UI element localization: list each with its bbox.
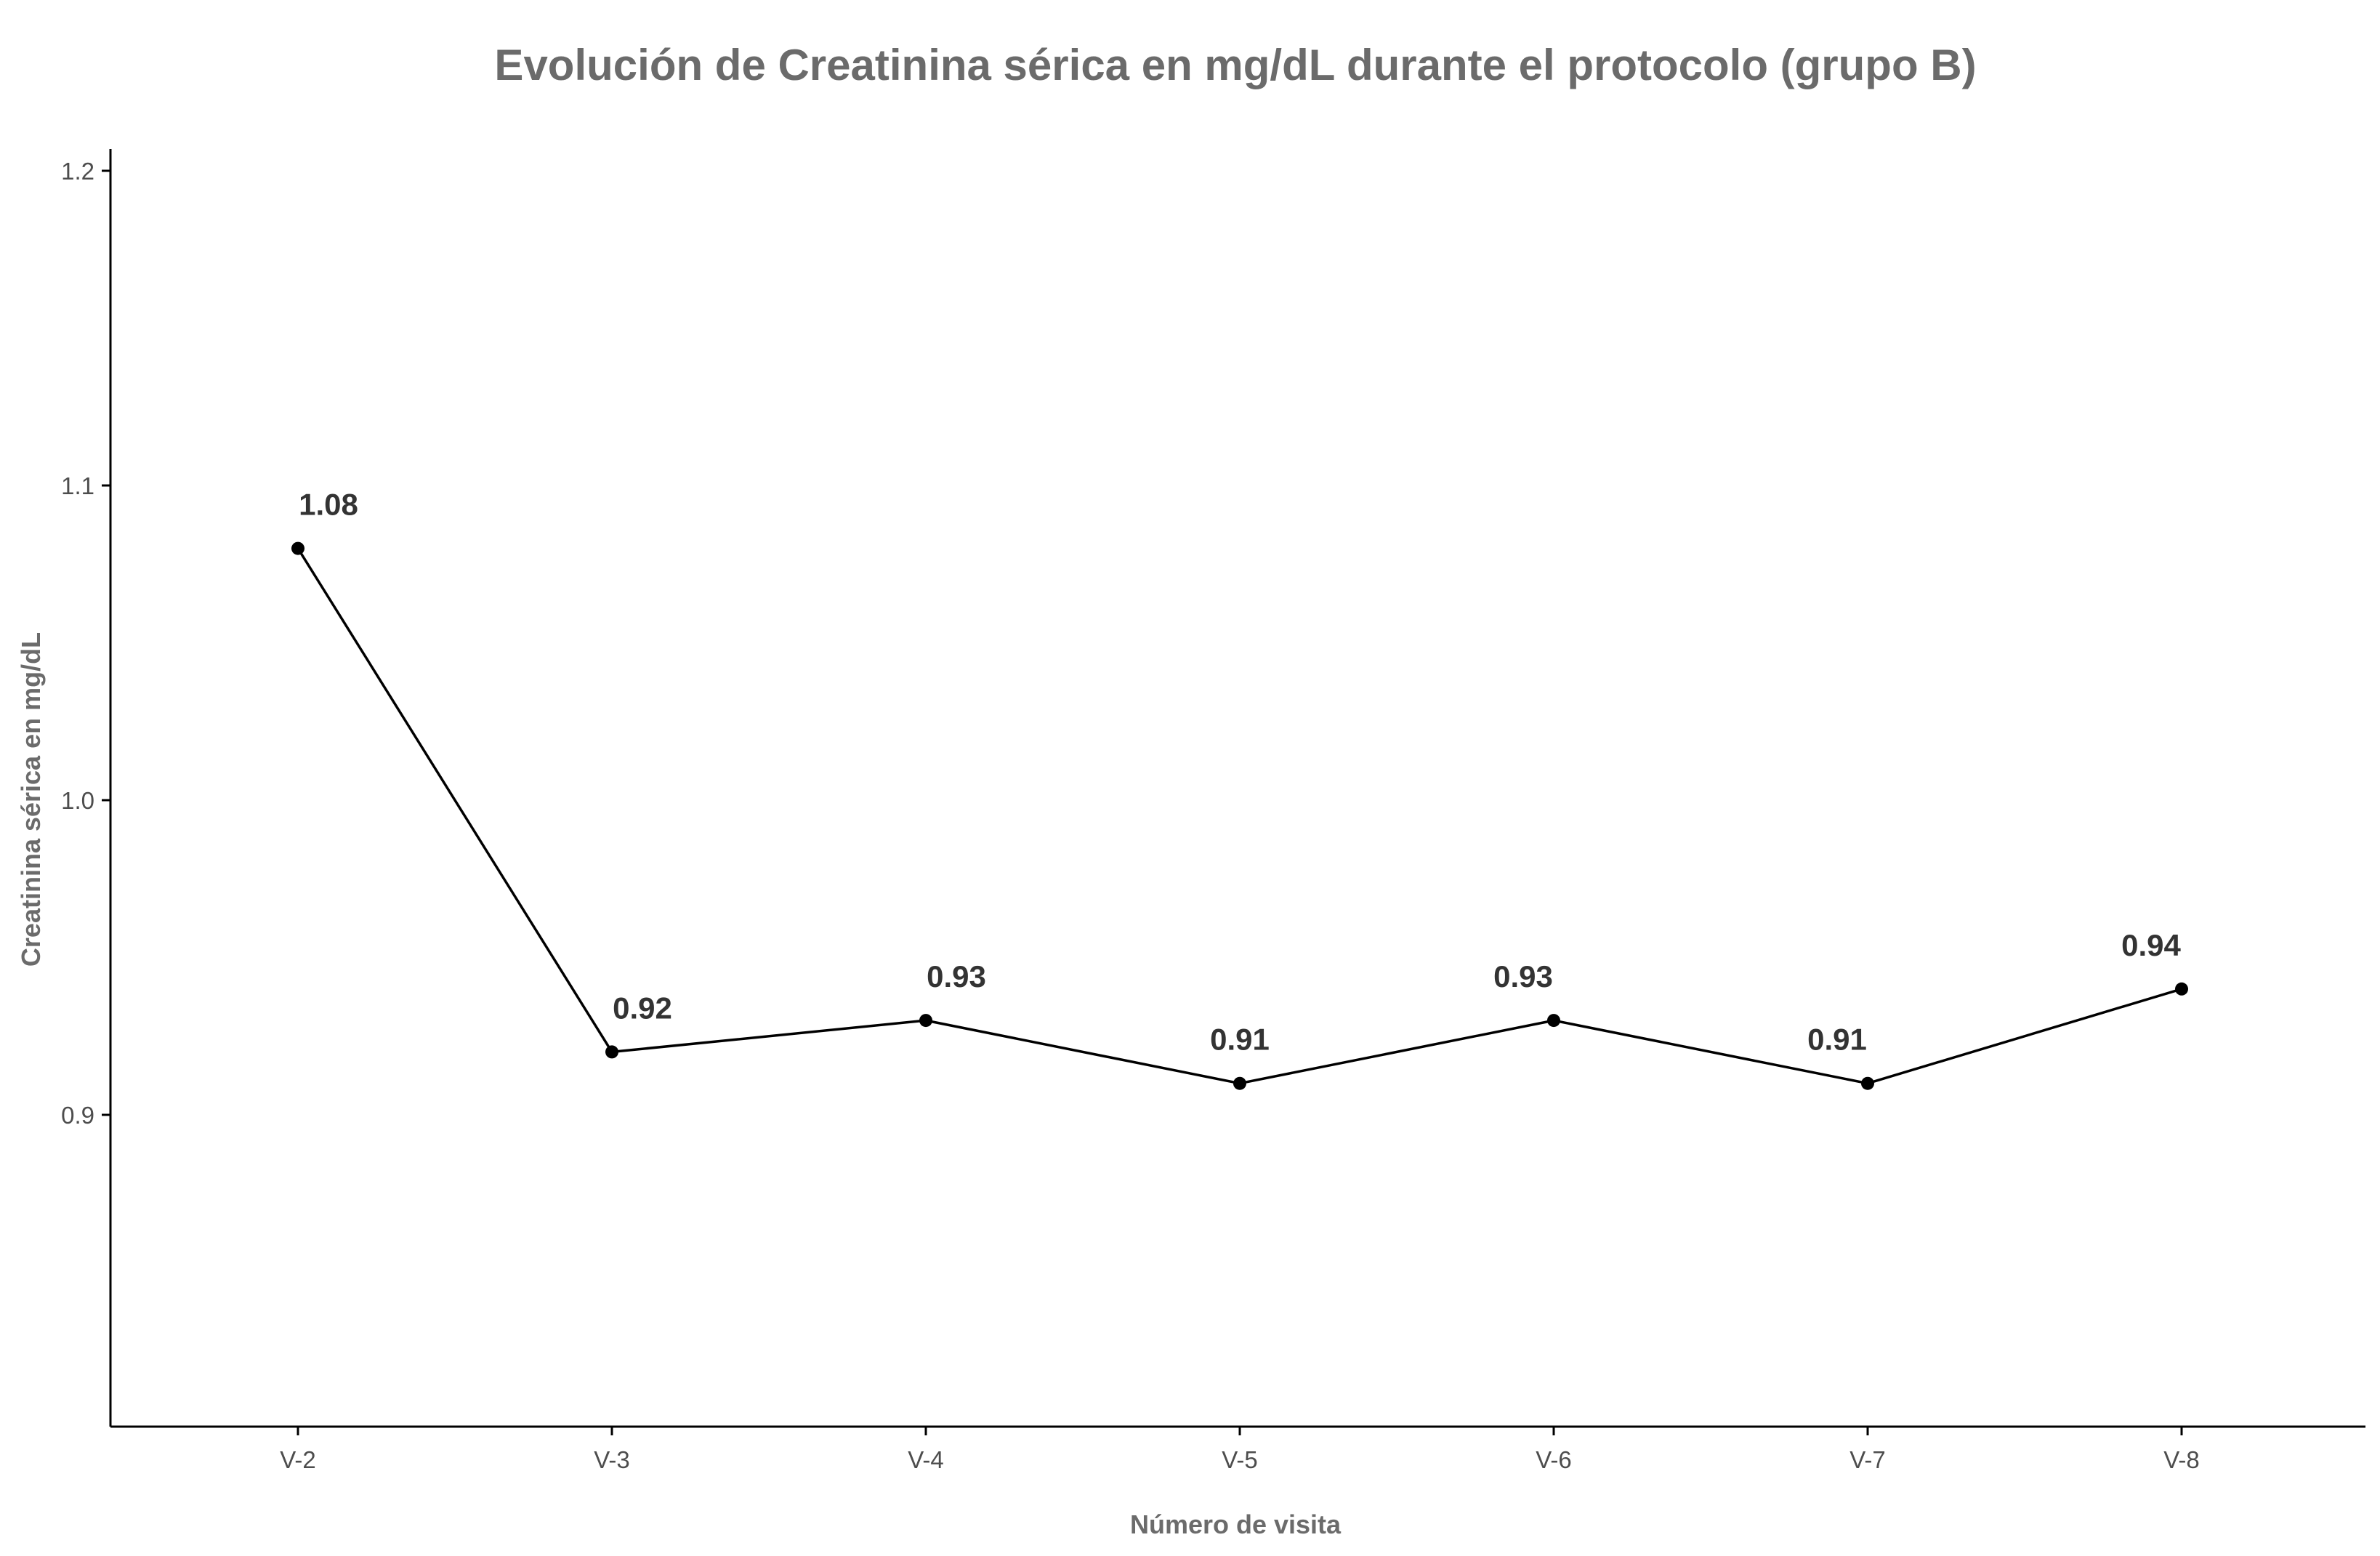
data-point [1547,1014,1560,1028]
y-tick-label: 1.0 [61,787,94,814]
x-axis-title: Número de visita [1130,1509,1342,1539]
y-tick-label: 0.9 [61,1102,94,1129]
x-tick-label: V-7 [1849,1446,1886,1473]
data-point [919,1014,932,1028]
data-labels: 1.08 0.92 0.93 0.91 0.93 0.91 0.94 [299,488,2181,1057]
data-label: 0.93 [1493,959,1553,993]
y-axis-title: Creatinina sérica en mg/dL [16,632,46,967]
x-tick-label: V-5 [1222,1446,1258,1473]
data-label: 0.93 [927,959,986,993]
data-label: 0.94 [2121,928,2181,962]
data-point [1861,1076,1874,1090]
y-tick-label: 1.2 [61,158,94,185]
x-tick-label: V-2 [280,1446,316,1473]
x-tick-label: V-8 [2163,1446,2200,1473]
x-tick-label: V-4 [908,1446,944,1473]
x-tick-label: V-3 [594,1446,630,1473]
chart-title: Evolución de Creatinina sérica en mg/dL … [494,41,1976,89]
data-label: 0.92 [613,991,672,1025]
y-tick-label: 1.1 [61,472,94,499]
x-axis-ticks: V-2 V-3 V-4 V-5 V-6 V-7 V-8 [280,1427,2200,1473]
data-point [291,541,304,555]
data-point [2175,982,2188,996]
data-point [605,1045,618,1059]
x-tick-label: V-6 [1536,1446,1572,1473]
data-label: 1.08 [299,488,358,522]
data-label: 0.91 [1210,1023,1270,1057]
data-point [1233,1076,1246,1090]
y-axis-ticks: 0.9 1.0 1.1 1.2 [61,158,110,1129]
series-line [297,547,2182,1085]
data-label: 0.91 [1807,1023,1867,1057]
series-group [291,541,2188,1090]
